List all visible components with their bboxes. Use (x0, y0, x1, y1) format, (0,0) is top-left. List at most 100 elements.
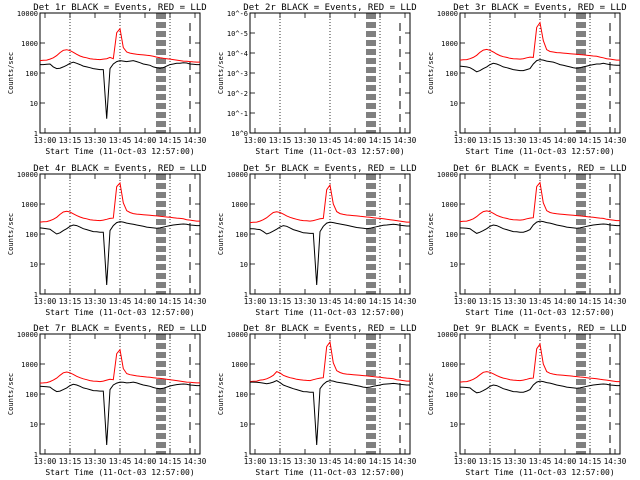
panel-title: Det 3r BLACK = Events, RED = LLD (453, 3, 626, 13)
y-tick-label: 100 (25, 231, 38, 239)
y-axis-label: Counts/sec (427, 213, 435, 255)
x-tick-label: 13:45 (529, 457, 552, 466)
x-axis-label: Start Time (11-Oct-03 12:57:00) (45, 147, 194, 156)
x-tick-label: 13:00 (244, 136, 267, 145)
x-tick-label: 14:00 (134, 136, 157, 145)
x-tick-label: 13:15 (269, 457, 292, 466)
panel-title: Det 9r BLACK = Events, RED = LLD (453, 324, 626, 334)
x-tick-label: 14:00 (554, 457, 577, 466)
y-tick-label: 1 (454, 130, 458, 138)
panel-title: Det 1r BLACK = Events, RED = LLD (33, 3, 206, 13)
y-tick-label: 10^-3 (227, 70, 248, 78)
y-axis-label: Counts/sec (217, 52, 225, 94)
y-tick-label: 10 (240, 421, 248, 429)
y-tick-label: 1 (454, 291, 458, 299)
x-tick-label: 13:45 (319, 457, 342, 466)
x-tick-label: 13:00 (454, 457, 477, 466)
y-axis-label: Counts/sec (7, 213, 15, 255)
y-tick-label: 1000 (441, 201, 458, 209)
x-tick-label: 13:30 (504, 457, 527, 466)
series-lld (39, 27, 200, 63)
y-tick-label: 10 (450, 421, 458, 429)
y-tick-label: 10^-1 (227, 110, 248, 118)
y-tick-label: 1 (34, 291, 38, 299)
x-tick-label: 14:15 (159, 297, 182, 306)
x-tick-label: 14:30 (184, 457, 207, 466)
y-tick-label: 1000 (21, 201, 38, 209)
x-tick-label: 14:15 (159, 136, 182, 145)
series-lld (249, 183, 410, 224)
x-tick-label: 13:00 (34, 297, 57, 306)
x-tick-label: 13:45 (529, 136, 552, 145)
x-tick-label: 13:15 (479, 457, 502, 466)
x-tick-label: 13:30 (84, 457, 107, 466)
y-tick-label: 10000 (437, 171, 458, 179)
series-lld (39, 181, 200, 223)
x-axis-label: Start Time (11-Oct-03 12:57:00) (465, 468, 614, 477)
x-tick-label: 13:15 (59, 457, 82, 466)
x-tick-label: 14:00 (344, 297, 367, 306)
x-tick-label: 14:30 (184, 297, 207, 306)
panel-title: Det 5r BLACK = Events, RED = LLD (243, 164, 416, 174)
y-tick-label: 100 (235, 231, 248, 239)
x-tick-label: 14:15 (159, 457, 182, 466)
series-events (250, 380, 410, 446)
x-tick-label: 14:00 (344, 136, 367, 145)
series-lld (459, 342, 620, 383)
series-events (459, 220, 620, 234)
x-tick-label: 13:45 (529, 297, 552, 306)
series-lld (249, 340, 410, 383)
x-tick-label: 14:00 (554, 136, 577, 145)
x-tick-label: 13:00 (34, 136, 57, 145)
x-tick-label: 13:30 (84, 297, 107, 306)
x-tick-label: 13:15 (59, 297, 82, 306)
x-tick-label: 13:15 (269, 297, 292, 306)
x-tick-label: 14:30 (394, 136, 417, 145)
y-tick-label: 10^0 (231, 130, 248, 138)
panel-det-4: Det 4r BLACK = Events, RED = LLD Counts/s… (7, 164, 207, 317)
series-events (39, 381, 200, 446)
x-tick-label: 13:45 (319, 136, 342, 145)
x-tick-label: 13:00 (34, 457, 57, 466)
x-tick-label: 13:15 (269, 136, 292, 145)
x-tick-label: 14:15 (369, 297, 392, 306)
panel-title: Det 7r BLACK = Events, RED = LLD (33, 324, 206, 334)
y-axis-label: Counts/sec (7, 373, 15, 415)
panel-title: Det 6r BLACK = Events, RED = LLD (453, 164, 626, 174)
y-tick-label: 1000 (231, 201, 248, 209)
panel-det-6: Det 6r BLACK = Events, RED = LLD Counts/s… (427, 164, 627, 317)
x-tick-label: 14:00 (134, 297, 157, 306)
y-tick-label: 10000 (227, 171, 248, 179)
x-tick-label: 13:15 (59, 136, 82, 145)
x-tick-label: 14:00 (134, 457, 157, 466)
y-axis-label: Counts/sec (427, 373, 435, 415)
x-tick-label: 13:45 (109, 136, 132, 145)
x-tick-label: 14:15 (369, 457, 392, 466)
x-tick-label: 13:45 (109, 457, 132, 466)
y-tick-label: 10000 (437, 331, 458, 339)
x-axis-label: Start Time (11-Oct-03 12:57:00) (45, 308, 194, 317)
y-tick-label: 100 (25, 70, 38, 78)
y-axis-label: Counts/sec (7, 52, 15, 94)
x-tick-label: 14:00 (554, 297, 577, 306)
series-events (459, 380, 620, 394)
panel-title: Det 2r BLACK = Events, RED = LLD (243, 3, 416, 13)
x-tick-label: 13:45 (319, 297, 342, 306)
x-axis-label: Start Time (11-Oct-03 12:57:00) (465, 147, 614, 156)
y-tick-label: 1000 (21, 361, 38, 369)
y-tick-label: 1 (454, 451, 458, 459)
panel-det-1: Det 1r BLACK = Events, RED = LLD Counts/s… (7, 3, 207, 156)
x-tick-label: 13:30 (504, 297, 527, 306)
x-tick-label: 13:30 (294, 297, 317, 306)
x-tick-label: 13:15 (479, 136, 502, 145)
y-tick-label: 1000 (441, 40, 458, 48)
y-axis-label: Counts/sec (427, 52, 435, 94)
y-tick-label: 1000 (441, 361, 458, 369)
y-tick-label: 10 (30, 100, 38, 108)
x-tick-label: 14:30 (184, 136, 207, 145)
y-tick-label: 10 (450, 261, 458, 269)
x-tick-label: 14:30 (394, 297, 417, 306)
panel-title: Det 8r BLACK = Events, RED = LLD (243, 324, 416, 334)
y-tick-label: 1000 (231, 361, 248, 369)
x-tick-label: 13:45 (109, 297, 132, 306)
